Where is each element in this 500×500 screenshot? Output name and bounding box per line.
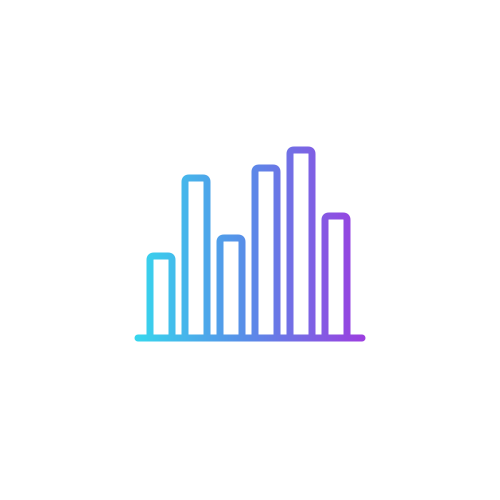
chart-svg	[130, 138, 370, 358]
bar-chart-icon	[130, 138, 370, 363]
bars-path	[138, 150, 362, 338]
